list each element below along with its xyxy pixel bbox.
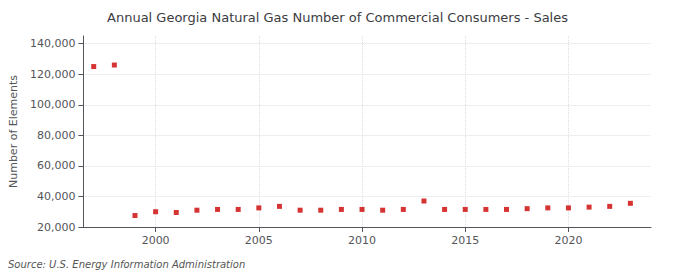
- svg-text:Annual Georgia Natural Gas Num: Annual Georgia Natural Gas Number of Com…: [107, 10, 568, 25]
- svg-text:20,000: 20,000: [37, 221, 76, 234]
- svg-text:2020: 2020: [554, 234, 582, 247]
- svg-text:2000: 2000: [142, 234, 170, 247]
- svg-text:Number of Elements: Number of Elements: [7, 75, 20, 188]
- svg-text:Source: U.S. Energy Informatio: Source: U.S. Energy Information Administ…: [8, 259, 245, 270]
- svg-text:120,000: 120,000: [30, 68, 76, 81]
- svg-text:80,000: 80,000: [37, 129, 76, 142]
- svg-text:40,000: 40,000: [37, 190, 76, 203]
- svg-text:2015: 2015: [451, 234, 479, 247]
- svg-text:2005: 2005: [245, 234, 273, 247]
- svg-text:100,000: 100,000: [30, 98, 76, 111]
- svg-text:60,000: 60,000: [37, 159, 76, 172]
- svg-text:140,000: 140,000: [30, 37, 76, 50]
- svg-text:2010: 2010: [348, 234, 376, 247]
